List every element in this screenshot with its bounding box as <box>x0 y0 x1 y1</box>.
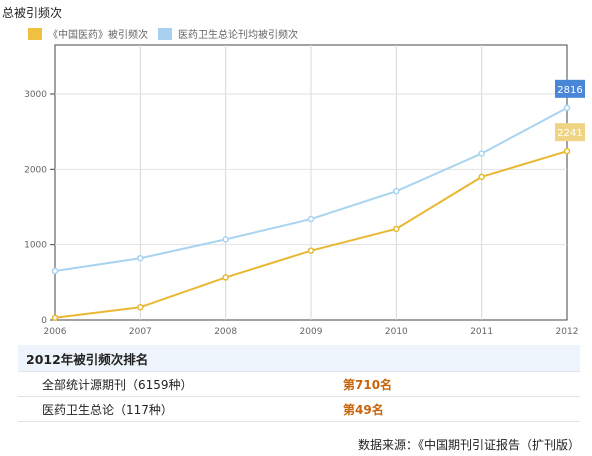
legend-swatch-average <box>158 27 172 40</box>
data-point <box>222 274 229 281</box>
data-point <box>478 150 485 157</box>
data-point <box>51 314 59 321</box>
ranking-row-name: 医药卫生总论（117种） <box>42 402 173 417</box>
citation-line-chart: 0 1000 2000 3000 2006 2007 2008 2009 2010 2011 201… <box>24 44 585 337</box>
data-point <box>307 247 315 254</box>
data-point <box>137 303 144 311</box>
y-tick-label: 1000 <box>24 241 47 251</box>
ranking-title: 2012年被引频次排名 <box>18 345 580 372</box>
data-point <box>478 173 485 181</box>
ranking-table: 2012年被引频次排名 全部统计源期刊（6159种） 第710名 医药卫生总论（… <box>18 345 580 422</box>
legend-item-journal[interactable]: 《中国医药》被引频次 <box>28 26 148 41</box>
x-tick-label: 2008 <box>214 327 237 337</box>
data-source-note: 数据来源：《中国期刊引证报告（扩刊版） <box>357 438 580 452</box>
legend-label-journal: 《中国医药》被引频次 <box>48 30 148 41</box>
x-tick-label: 2009 <box>300 327 323 337</box>
ranking-row-value: 第49名 <box>343 402 384 417</box>
end-label-box <box>555 79 585 98</box>
x-tick-label: 2007 <box>129 327 152 337</box>
data-point <box>137 254 144 262</box>
ranking-row-name: 全部统计源期刊（6159种） <box>42 377 193 392</box>
chart-legend: 《中国医药》被引频次 医药卫生总论刊均被引频次 <box>28 26 308 41</box>
x-tick-label: 2010 <box>385 327 408 337</box>
x-tick-label: 2006 <box>44 327 67 337</box>
legend-item-average[interactable]: 医药卫生总论刊均被引频次 <box>158 26 298 41</box>
data-point <box>307 215 315 223</box>
ranking-row-value: 第710名 <box>343 377 393 392</box>
section-title: 总被引频次 <box>2 6 63 20</box>
data-point <box>393 187 400 195</box>
x-tick-label: 2011 <box>470 327 493 337</box>
data-point <box>393 225 400 233</box>
end-label-box <box>555 123 585 142</box>
y-tick-label: 0 <box>41 316 47 326</box>
end-label-text: 2816 <box>557 85 582 96</box>
legend-label-average: 医药卫生总论刊均被引频次 <box>178 30 298 41</box>
y-tick-label: 3000 <box>24 90 47 100</box>
data-point <box>222 236 229 243</box>
ranking-row: 医药卫生总论（117种） 第49名 <box>18 397 580 422</box>
end-label-text: 2241 <box>557 128 582 139</box>
ranking-row: 全部统计源期刊（6159种） 第710名 <box>18 372 580 397</box>
legend-swatch-journal <box>28 27 42 40</box>
y-tick-label: 2000 <box>24 165 47 175</box>
x-tick-label: 2012 <box>556 327 579 337</box>
data-point <box>563 147 571 155</box>
data-point <box>51 267 59 275</box>
data-point <box>563 104 571 112</box>
